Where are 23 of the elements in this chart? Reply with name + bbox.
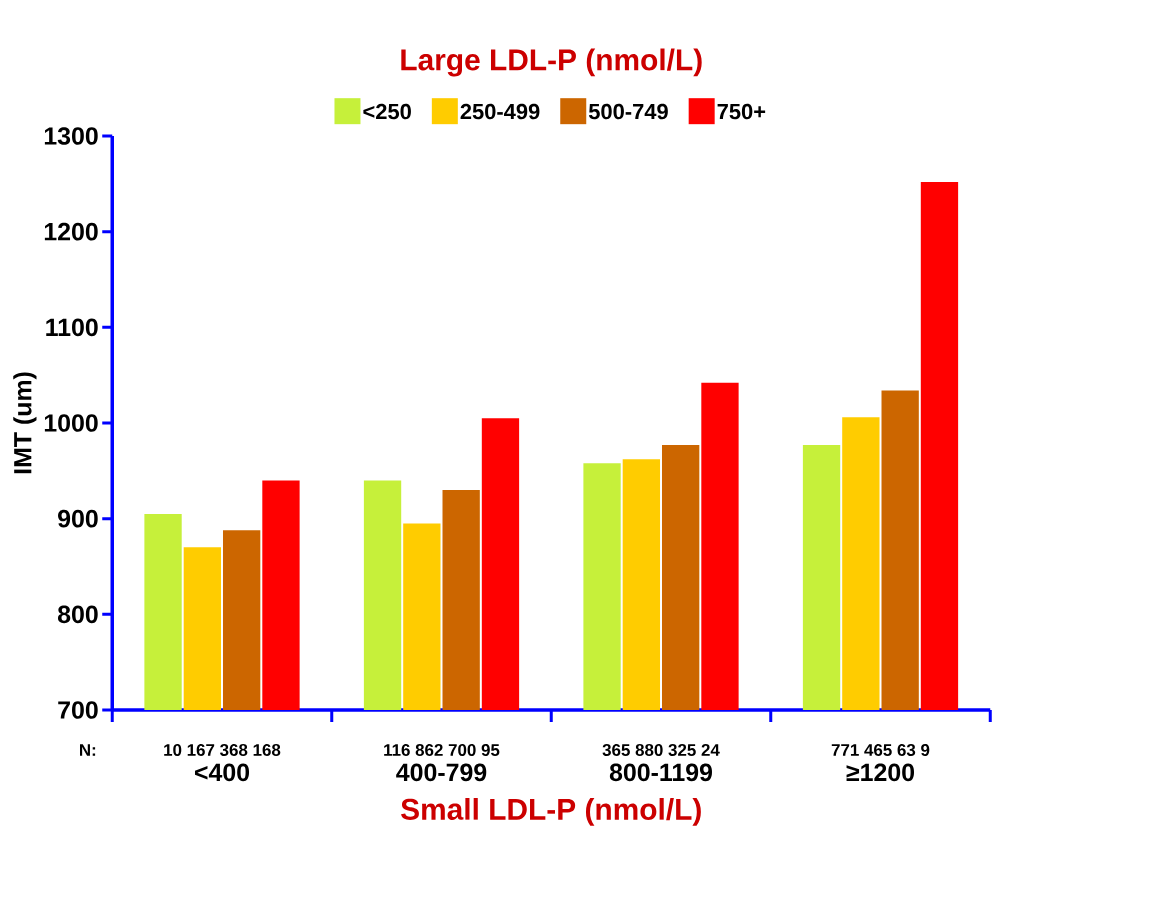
- x-tick-label: <400: [195, 763, 250, 782]
- legend-label: <250: [363, 103, 411, 120]
- text: 365 880 325 24: [602, 743, 720, 756]
- y-tick-label: 800: [57, 605, 98, 624]
- text: 10 167 368 168: [164, 743, 281, 756]
- text: 771 465 63 9: [831, 743, 930, 756]
- chart-title: Large LDL-P (nmol/L): [401, 48, 702, 77]
- y-tick-label: 1300: [44, 127, 98, 145]
- x-tick-label: 400-799: [396, 763, 487, 782]
- legend-label: 250-499: [460, 103, 540, 120]
- legend-label: 500-749: [588, 103, 668, 120]
- y-axis-title: IMT (um): [13, 372, 37, 474]
- legend-label: 750+: [717, 103, 766, 120]
- x-tick-label: ≥1200: [846, 763, 915, 782]
- text: 116 862 700 95: [384, 744, 500, 756]
- x-axis-title: Small LDL-P (nmol/L): [401, 798, 701, 826]
- x-tick-label: 800-1199: [609, 763, 712, 782]
- y-tick-label: 1100: [46, 318, 98, 337]
- y-tick-label: 1200: [44, 222, 98, 241]
- y-tick-label: 700: [58, 701, 98, 719]
- y-tick-label: 1000: [44, 414, 98, 432]
- y-tick-label: 900: [58, 509, 98, 528]
- text: N:: [80, 744, 96, 756]
